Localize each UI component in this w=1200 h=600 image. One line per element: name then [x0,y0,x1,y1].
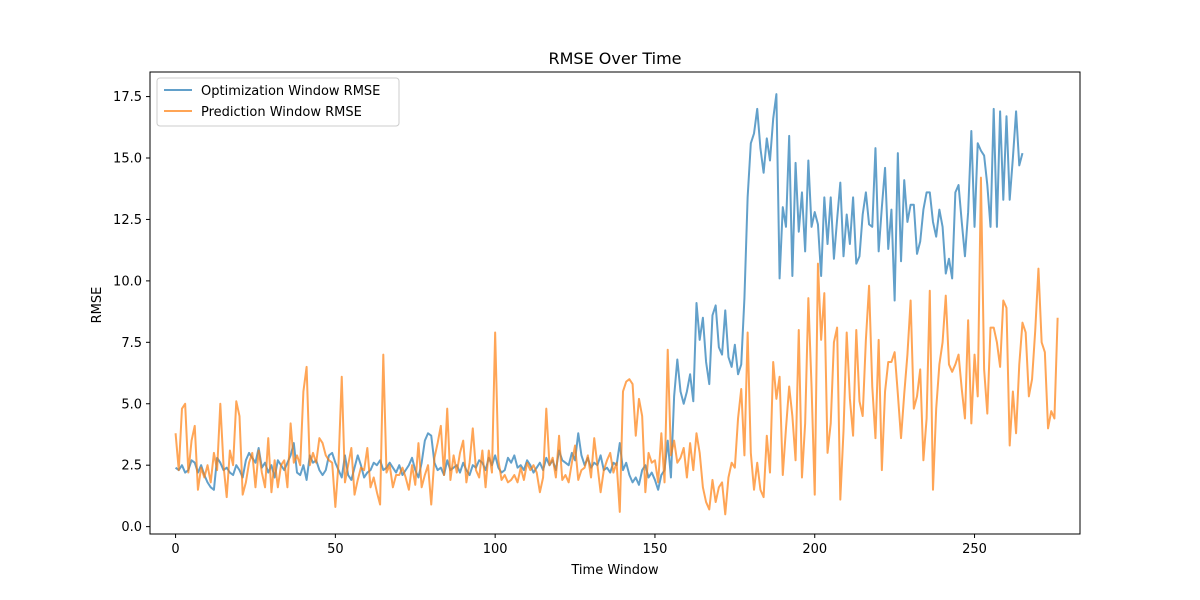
y-tick-label: 10.0 [113,274,142,289]
y-tick-label: 12.5 [113,213,142,228]
y-axis: 0.0 2.5 5.0 7.5 10.0 12.5 15.0 17.5 [113,90,150,535]
x-tick-label: 100 [483,542,508,557]
series-line-prediction [174,176,1059,516]
legend-frame [156,77,400,127]
legend-label-prediction: Prediction Window RMSE [201,105,362,120]
y-tick-label: 2.5 [121,459,142,474]
x-axis-label: Time Window [570,563,659,578]
x-tick-label: 250 [962,542,987,557]
x-tick-label: 50 [327,542,344,557]
y-tick-label: 17.5 [113,90,142,105]
plot-frame [149,71,1081,535]
y-tick-label: 5.0 [121,397,142,412]
y-tick-label: 7.5 [121,336,142,351]
y-tick-label: 0.0 [121,520,142,535]
series-layer [174,93,1059,516]
x-tick-label: 150 [643,542,668,557]
y-tick-label: 15.0 [113,152,142,167]
legend: Optimization Window RMSE Prediction Wind… [156,77,400,127]
x-axis: 0 50 100 150 200 250 [171,534,987,557]
x-tick-label: 0 [171,542,179,557]
x-tick-label: 200 [802,542,827,557]
legend-label-optimization: Optimization Window RMSE [201,84,380,99]
chart-title: RMSE Over Time [549,49,682,68]
y-axis-label: RMSE [90,287,105,324]
plot-area [149,71,1081,535]
